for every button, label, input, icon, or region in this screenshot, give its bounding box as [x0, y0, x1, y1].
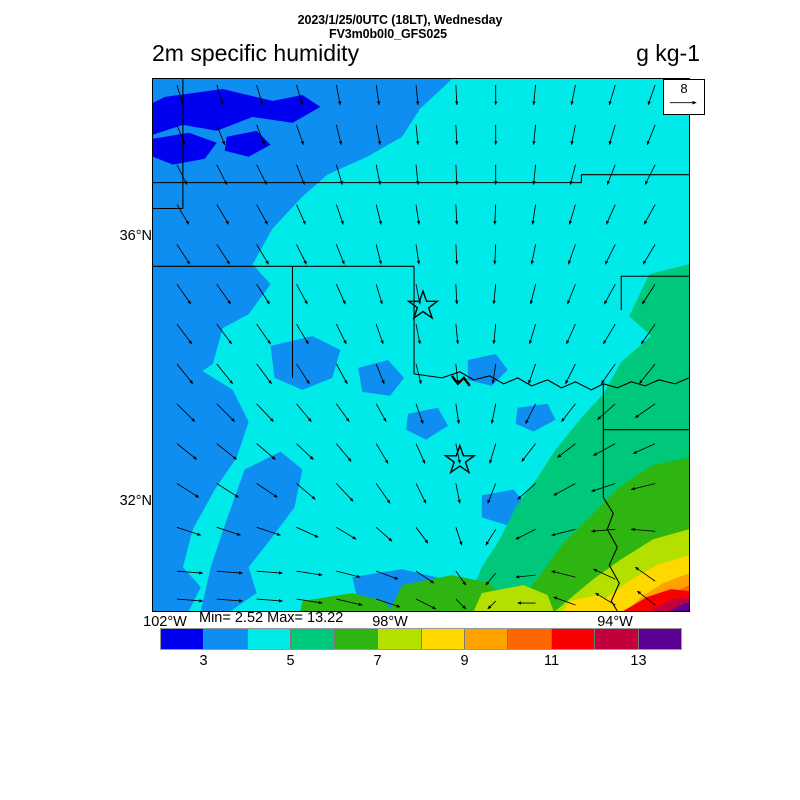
colorbar-tick-9: 9: [460, 653, 469, 669]
valid-time-title: 2023/1/25/0UTC (18LT), Wednesday: [297, 13, 503, 27]
colorbar-segment-11: [638, 629, 682, 649]
min-max-annotation: Min= 2.52 Max= 13.22: [199, 610, 344, 626]
colorbar-segment-6: [421, 629, 465, 649]
lon-label-94w: 94°W: [597, 614, 633, 630]
state-boundaries: [153, 79, 689, 611]
lat-label-36n: 36°N: [119, 228, 152, 244]
colorbar-segment-5: [378, 629, 422, 649]
lon-label-102w: 102°W: [143, 614, 187, 630]
vector-reference-value: 8: [680, 81, 688, 96]
colorbar-segment-7: [464, 629, 509, 649]
colorbar-tick-3: 3: [199, 653, 208, 669]
colorbar-segment-8: [508, 629, 552, 649]
lat-label-32n: 32°N: [119, 493, 152, 509]
station-star-1: [406, 289, 440, 320]
colorbar-tick-11: 11: [543, 653, 560, 669]
colorbar-tick-5: 5: [286, 653, 295, 669]
colorbar-segment-9: [551, 629, 596, 649]
page-title: 2m specific humidity: [152, 40, 360, 66]
colorbar-segment-0: [161, 629, 205, 649]
colorbar[interactable]: [160, 628, 682, 650]
units-label: g kg-1: [636, 40, 700, 66]
map-plot-area[interactable]: [152, 78, 690, 612]
colorbar-tick-13: 13: [630, 653, 647, 669]
colorbar-segment-4: [334, 629, 379, 649]
station-markers: [406, 289, 477, 475]
colorbar-segment-2: [247, 629, 292, 649]
colorbar-segment-3: [291, 629, 335, 649]
wind-vector-field: [176, 84, 656, 610]
vector-reference-key: 8: [663, 79, 705, 115]
station-star-2: [443, 443, 477, 475]
lon-label-98w: 98°W: [372, 614, 408, 630]
colorbar-tick-7: 7: [373, 653, 382, 669]
model-name-title: FV3m0b0l0_GFS025: [329, 27, 447, 41]
vector-reference-arrow-icon: [669, 100, 697, 105]
colorbar-segment-10: [595, 629, 639, 649]
colorbar-segment-1: [204, 629, 248, 649]
